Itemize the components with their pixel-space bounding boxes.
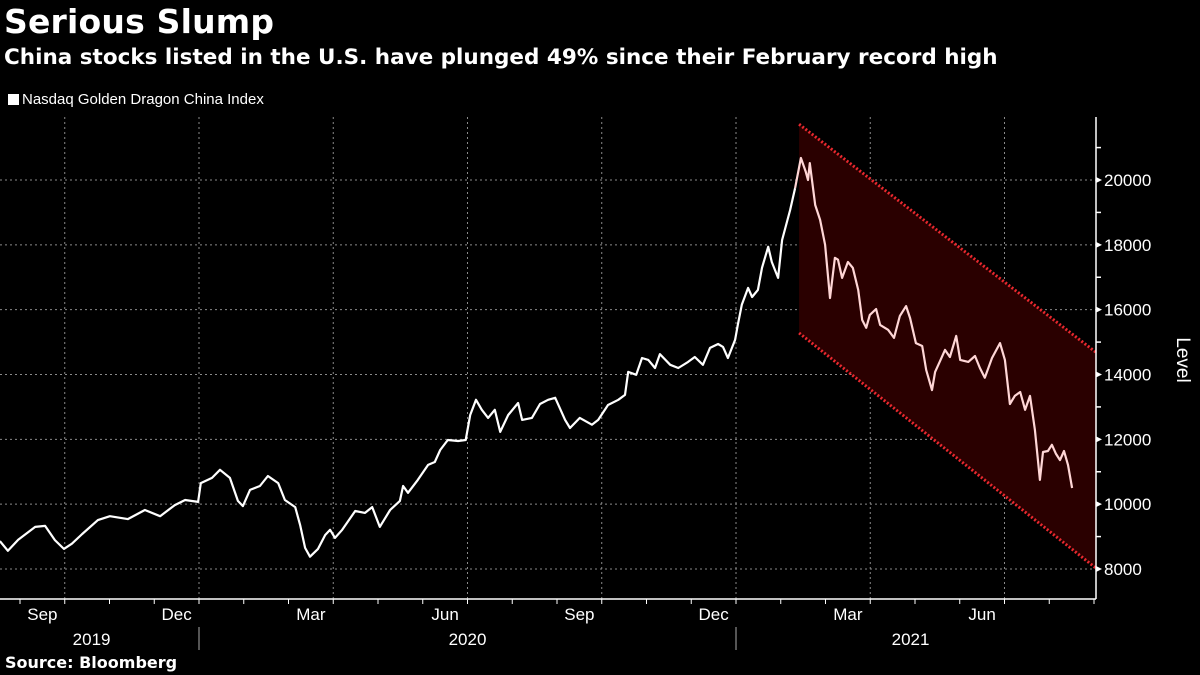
x-tick-label: Sep — [27, 605, 57, 624]
series-line-highlighted — [794, 156, 1074, 489]
y-major-tick — [1096, 566, 1102, 572]
y-major-tick — [1096, 177, 1102, 183]
channel-lower-line — [798, 331, 1097, 570]
y-tick-label: 18000 — [1104, 236, 1151, 255]
legend-swatch — [8, 94, 19, 105]
chart-subtitle: China stocks listed in the U.S. have plu… — [4, 45, 998, 70]
x-year-label: 2020 — [449, 630, 487, 649]
gridlines — [0, 117, 1096, 599]
x-tick-label: Mar — [833, 605, 863, 624]
x-tick-label: Dec — [162, 605, 193, 624]
axes: 8000 10000 12000 14000 16000 18000 20000 Sep Dec… — [0, 117, 1151, 650]
channel-fill — [799, 124, 1096, 569]
source-note: Source: Bloomberg — [5, 653, 178, 672]
x-year-label: 2019 — [73, 630, 111, 649]
legend-label: Nasdaq Golden Dragon China Index — [22, 91, 264, 108]
y-tick-label: 10000 — [1104, 495, 1151, 514]
x-year-label: 2021 — [892, 630, 930, 649]
series-layer — [0, 156, 1074, 558]
y-major-tick — [1096, 501, 1102, 508]
chart-title: Serious Slump — [4, 2, 275, 41]
legend: Nasdaq Golden Dragon China Index — [8, 91, 264, 108]
series-line — [0, 187, 797, 558]
y-tick-label: 16000 — [1104, 301, 1151, 320]
y-major-tick — [1096, 436, 1102, 443]
x-tick-label: Sep — [564, 605, 594, 624]
x-tick-label: Jun — [968, 605, 995, 624]
y-major-tick — [1096, 371, 1102, 378]
y-major-tick — [1096, 241, 1102, 248]
trend-channel — [798, 123, 1097, 570]
x-tick-label: Jun — [431, 605, 458, 624]
x-tick-label: Dec — [699, 605, 730, 624]
y-axis-title: Level — [1172, 337, 1193, 382]
y-tick-label: 14000 — [1104, 366, 1151, 385]
y-tick-label: 12000 — [1104, 430, 1151, 449]
y-major-tick — [1096, 306, 1102, 313]
x-tick-label: Mar — [296, 605, 326, 624]
y-tick-label: 8000 — [1104, 560, 1142, 579]
y-tick-label: 20000 — [1104, 171, 1151, 190]
